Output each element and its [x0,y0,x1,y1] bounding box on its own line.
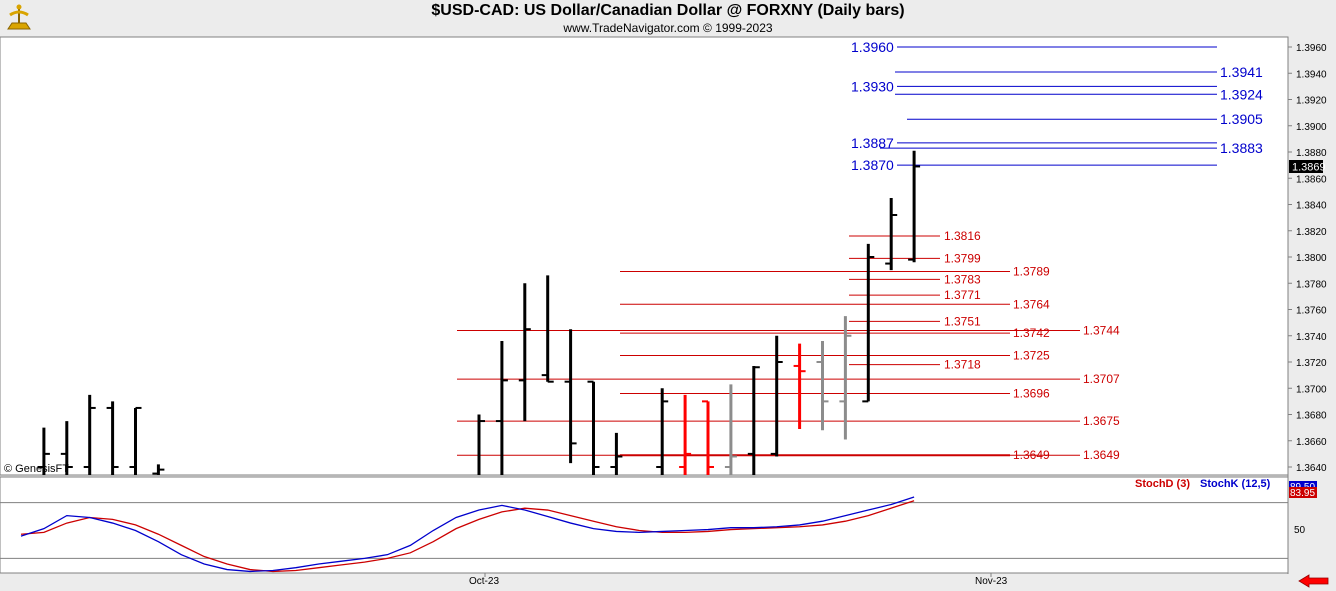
chart-subtitle: www.TradeNavigator.com © 1999-2023 [563,21,773,35]
stoch-y-tick: 50 [1294,525,1306,536]
y-tick-label: 1.3880 [1296,148,1327,159]
support-label: 1.3649 [1083,448,1120,462]
y-tick-label: 1.3780 [1296,279,1327,290]
y-tick-label: 1.3840 [1296,201,1327,212]
y-axis-ticks: 1.39601.39401.39201.39001.38801.38601.38… [1288,43,1327,474]
y-tick-label: 1.3820 [1296,227,1327,238]
stoch-k-legend: StochK (12,5) [1200,478,1271,490]
left-arrow-icon[interactable] [1298,574,1329,588]
last-price-label: 1.3869 [1292,162,1326,174]
support-label: 1.3718 [944,358,981,372]
y-tick-label: 1.3940 [1296,69,1327,80]
support-label: 1.3799 [944,251,981,265]
support-label: 1.3744 [1083,324,1120,338]
y-tick-label: 1.3720 [1296,358,1327,369]
stochastic-pane [0,476,1289,574]
levels-layer: 1.3960 1.3930 1.3887 1.3870 1.3941 1.3924 1.39… [457,39,1263,462]
support-label: 1.3816 [944,229,981,243]
chart-header: $USD-CAD: US Dollar/Canadian Dollar @ FO… [0,0,1336,36]
price-pane [0,36,1289,476]
support-label: 1.3742 [1013,326,1050,340]
stochastic-layer [0,496,1288,573]
y-tick-label: 1.3760 [1296,306,1327,317]
y-tick-label: 1.3900 [1296,122,1327,133]
stoch-k-value-box [1289,481,1317,492]
y-tick-label: 1.3640 [1296,463,1327,474]
support-label: 1.3771 [944,288,981,302]
resistance-label-right: 1.3883 [1220,140,1263,156]
resistance-label-left: 1.3870 [851,157,894,173]
support-label: 1.3707 [1083,372,1120,386]
y-tick-label: 1.3680 [1296,411,1327,422]
resistance-label-left: 1.3930 [851,78,894,94]
support-label: 1.3675 [1083,414,1120,428]
support-label: 1.3789 [1013,264,1050,278]
watermark-text: © GenesisFT [4,463,69,475]
stoch-d-value-box [1289,487,1317,498]
stoch-d-value: 83.95 [1290,488,1315,499]
stoch-k-line [20,496,915,573]
chart-title: $USD-CAD: US Dollar/Canadian Dollar @ FO… [431,2,905,19]
y-tick-label: 1.3700 [1296,384,1327,395]
y-tick-label: 1.3920 [1296,96,1327,107]
stoch-d-legend: StochD (3) [1135,478,1190,490]
price-bars-layer [37,150,921,475]
y-tick-label: 1.3740 [1296,332,1327,343]
y-tick-label: 1.3860 [1296,174,1327,185]
last-price-box [1289,160,1323,173]
y-tick-label: 1.3960 [1296,43,1327,54]
x-tick-oct: Oct-23 [469,576,499,587]
stoch-d-line [20,500,915,573]
support-label: 1.3751 [944,314,981,328]
x-axis-area [0,574,1336,591]
resistance-label-right: 1.3941 [1220,64,1263,80]
support-label: 1.3725 [1013,348,1050,362]
y-tick-label: 1.3800 [1296,253,1327,264]
resistance-label-right: 1.3905 [1220,111,1263,127]
resistance-label-right: 1.3924 [1220,86,1263,102]
support-label: 1.3783 [944,272,981,286]
resistance-label-left: 1.3960 [851,39,894,55]
resistance-label-left: 1.3887 [851,135,894,151]
x-tick-nov: Nov-23 [975,576,1008,587]
support-label: 1.3696 [1013,387,1050,401]
support-label: 1.3764 [1013,297,1050,311]
y-tick-label: 1.3660 [1296,437,1327,448]
gold-bull-logo-icon[interactable] [4,3,34,33]
